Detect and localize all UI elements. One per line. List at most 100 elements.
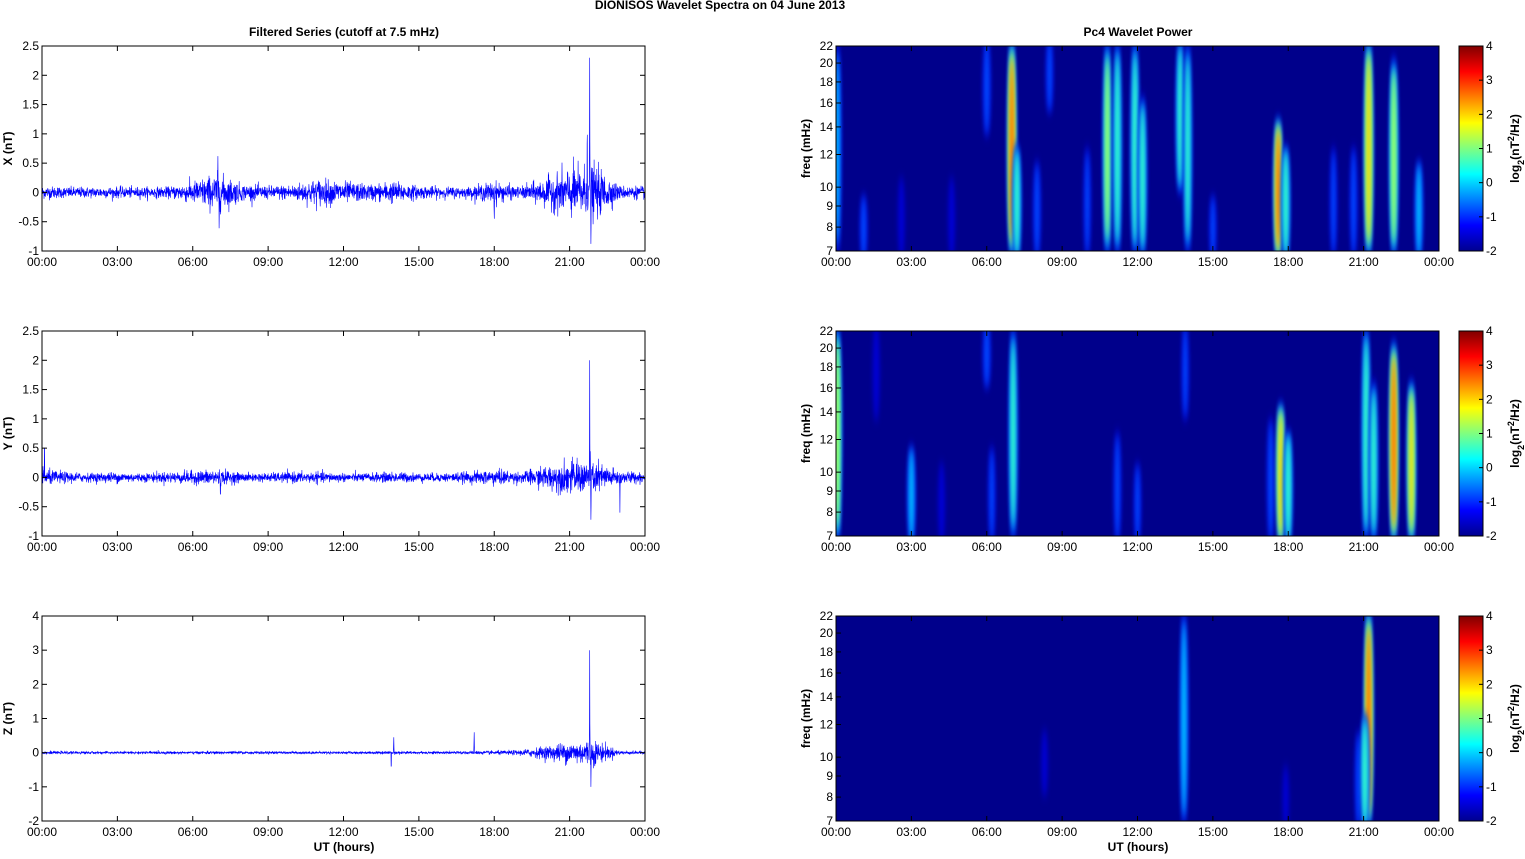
spectrogram-y-y-tick-label: 9 [826, 484, 833, 498]
spectrogram-x-burst [1034, 163, 1040, 251]
spectrogram-z-x-tick-label: 21:00 [1349, 825, 1379, 839]
spectrogram-z-y-tick-label: 16 [820, 666, 834, 680]
spectrogram-z-burst [1041, 728, 1048, 798]
panel-y-y-tick-label: 1.5 [22, 383, 39, 397]
spectrogram-x-burst [1140, 106, 1145, 248]
spectrogram-x-burst [1283, 151, 1288, 251]
spectrogram-y-y-tick-label: 8 [826, 505, 833, 519]
panel-x-x-tick-label: 00:00 [630, 255, 660, 269]
spectrogram-x-colorbar-tick-label: 4 [1486, 39, 1493, 53]
spectrogram-y-burst [989, 449, 995, 536]
spectrogram-y-x-tick-label: 12:00 [1122, 540, 1152, 554]
spectrogram-z-background [836, 616, 1439, 821]
panel-y-x-tick-label: 09:00 [253, 540, 283, 554]
panel-z-x-tick-label: 15:00 [404, 825, 434, 839]
spectrogram-y-colorbar-tick-label: 3 [1486, 358, 1493, 372]
panel-y-x-tick-label: 12:00 [328, 540, 358, 554]
spectrogram-y-burst [1363, 338, 1369, 529]
panel-x-x-tick-label: 18:00 [479, 255, 509, 269]
panel-y-x-tick-label: 21:00 [555, 540, 585, 554]
spectrogram-z-colorbar-tick-label: 0 [1486, 746, 1493, 760]
spectrogram-x-colorbar-label: log2(nT2/Hz) [1506, 114, 1525, 183]
panel-y-y-tick-label: 2 [32, 353, 39, 367]
panel-z-x-tick-label: 00:00 [27, 825, 57, 839]
spectrogram-z-y-tick-label: 12 [820, 718, 834, 732]
spectrogram-x-y-tick-label: 12 [820, 148, 834, 162]
spectrogram-x-y-tick-label: 7 [826, 244, 833, 258]
spectrogram-y-y-tick-label: 7 [826, 529, 833, 543]
spectrogram-z-x-tick-label: 15:00 [1198, 825, 1228, 839]
panel-z-y-tick-label: 0 [32, 746, 39, 760]
left-column-title: Filtered Series (cutoff at 7.5 mHz) [249, 25, 439, 39]
spectrogram-z-x-tick-label: 12:00 [1122, 825, 1152, 839]
spectrogram-z-colorbar-tick-label: -1 [1486, 780, 1497, 794]
panel-z-x-tick-label: 12:00 [328, 825, 358, 839]
spectrogram-y-x-tick-label: 00:00 [821, 540, 851, 554]
spectrogram-x-heatmap [836, 46, 1439, 251]
spectrogram-x-burst [1014, 151, 1020, 251]
panel-z-y-tick-label: 3 [32, 643, 39, 657]
panel-x-y-tick-label: -1 [28, 244, 39, 258]
panel-x-x-tick-label: 12:00 [328, 255, 358, 269]
right-x-axis-label: UT (hours) [1108, 840, 1169, 854]
spectrogram-x-y-tick-label: 22 [820, 39, 834, 53]
spectrogram-z-x-tick-label: 03:00 [896, 825, 926, 839]
spectrogram-x-x-tick-label: 18:00 [1273, 255, 1303, 269]
panel-y-y-axis-label: Y (nT) [1, 417, 15, 451]
panel-x-y-tick-label: 0 [32, 185, 39, 199]
spectrogram-y-x-tick-label: 15:00 [1198, 540, 1228, 554]
panel-y-x-tick-label: 00:00 [27, 540, 57, 554]
spectrogram-x-x-tick-label: 03:00 [896, 255, 926, 269]
spectrogram-x-y-tick-label: 14 [820, 120, 834, 134]
spectrogram-y-colorbar-tick-label: 0 [1486, 461, 1493, 475]
spectrogram-z-colorbar-tick-label: 2 [1486, 677, 1493, 691]
spectrogram-x-burst [861, 196, 867, 251]
spectrogram-x-burst [1185, 57, 1190, 240]
panel-y-x-tick-label: 03:00 [102, 540, 132, 554]
spectrogram-x-burst [1351, 149, 1357, 251]
panel-y-x-tick-label: 15:00 [404, 540, 434, 554]
panel-x-x-tick-label: 03:00 [102, 255, 132, 269]
spectrogram-y-y-tick-label: 14 [820, 405, 834, 419]
spectrogram-y-burst [938, 461, 945, 536]
spectrogram-z-y-tick-label: 18 [820, 645, 834, 659]
spectrogram-x-y-tick-label: 10 [820, 180, 834, 194]
spectrogram-x-burst [1115, 54, 1120, 243]
spectrogram-z-heatmap [836, 616, 1439, 821]
panel-z-y-tick-label: -1 [28, 780, 39, 794]
spectrogram-y-burst [872, 331, 880, 422]
panel-x-series-plot [41, 46, 646, 251]
panel-y-plot-area [42, 331, 645, 536]
panel-y-y-tick-label: 0.5 [22, 441, 39, 455]
spectrogram-x-y-tick-label: 18 [820, 75, 834, 89]
panel-z-x-tick-label: 00:00 [630, 825, 660, 839]
spectrogram-y-x-tick-label: 03:00 [896, 540, 926, 554]
spectrogram-x-colorbar-tick-label: 3 [1486, 73, 1493, 87]
panel-z-x-tick-label: 18:00 [479, 825, 509, 839]
spectrogram-x-x-tick-label: 21:00 [1349, 255, 1379, 269]
spectrogram-z-y-tick-label: 14 [820, 690, 834, 704]
panel-z-y-tick-label: -2 [28, 814, 39, 828]
spectrogram-x-burst [836, 55, 840, 242]
spectrogram-x-burst [983, 46, 990, 135]
spectrogram-x-x-tick-label: 15:00 [1198, 255, 1228, 269]
spectrogram-x-colorbar-tick-label: 0 [1486, 176, 1493, 190]
spectrogram-y-x-tick-label: 00:00 [1424, 540, 1454, 554]
spectrogram-z-y-tick-label: 8 [826, 790, 833, 804]
panel-z-x-tick-label: 06:00 [178, 825, 208, 839]
panel-x-y-tick-label: 2 [32, 68, 39, 82]
spectrogram-y-x-tick-label: 06:00 [972, 540, 1002, 554]
spectrogram-y-y-tick-label: 12 [820, 433, 834, 447]
right-column-title: Pc4 Wavelet Power [1084, 25, 1193, 39]
spectrogram-x-x-tick-label: 09:00 [1047, 255, 1077, 269]
spectrogram-x-burst [1084, 150, 1090, 251]
spectrogram-x-colorbar-tick-label: -1 [1486, 210, 1497, 224]
spectrogram-z-y-tick-label: 10 [820, 750, 834, 764]
spectrogram-x-y-tick-label: 8 [826, 220, 833, 234]
spectrogram-y-y-axis-label: freq (mHz) [799, 404, 813, 463]
spectrogram-z-x-tick-label: 09:00 [1047, 825, 1077, 839]
panel-y-y-tick-label: -0.5 [18, 500, 39, 514]
spectrogram-z-x-tick-label: 00:00 [821, 825, 851, 839]
spectrogram-z-burst [1355, 733, 1362, 821]
